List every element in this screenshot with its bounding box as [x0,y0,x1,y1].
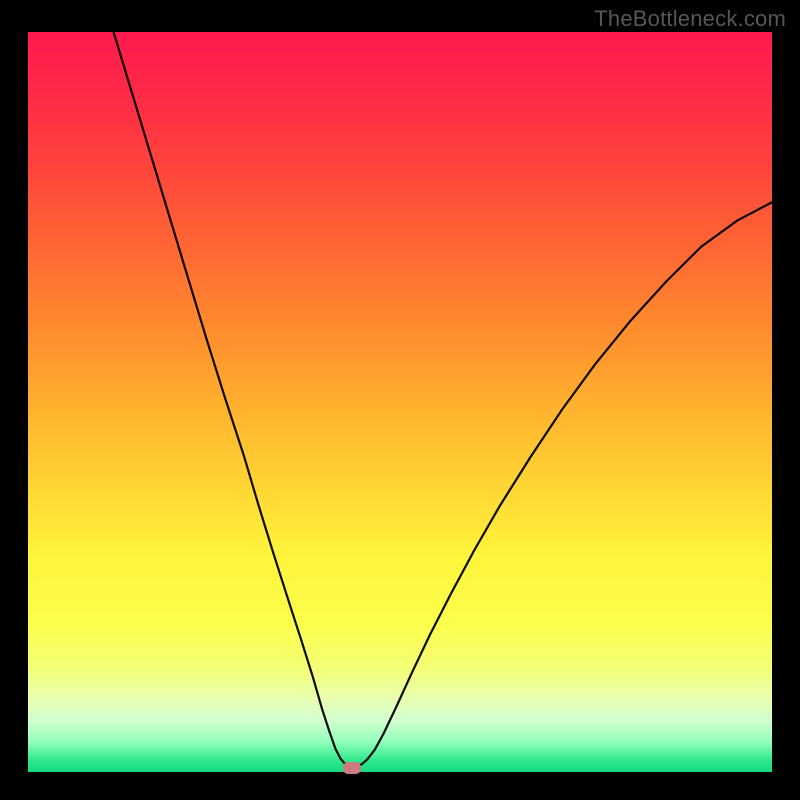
plot-area [28,32,772,772]
minimum-marker [343,762,361,774]
gradient-background [28,32,772,772]
watermark-text: TheBottleneck.com [594,6,786,32]
chart-frame: TheBottleneck.com [0,0,800,800]
